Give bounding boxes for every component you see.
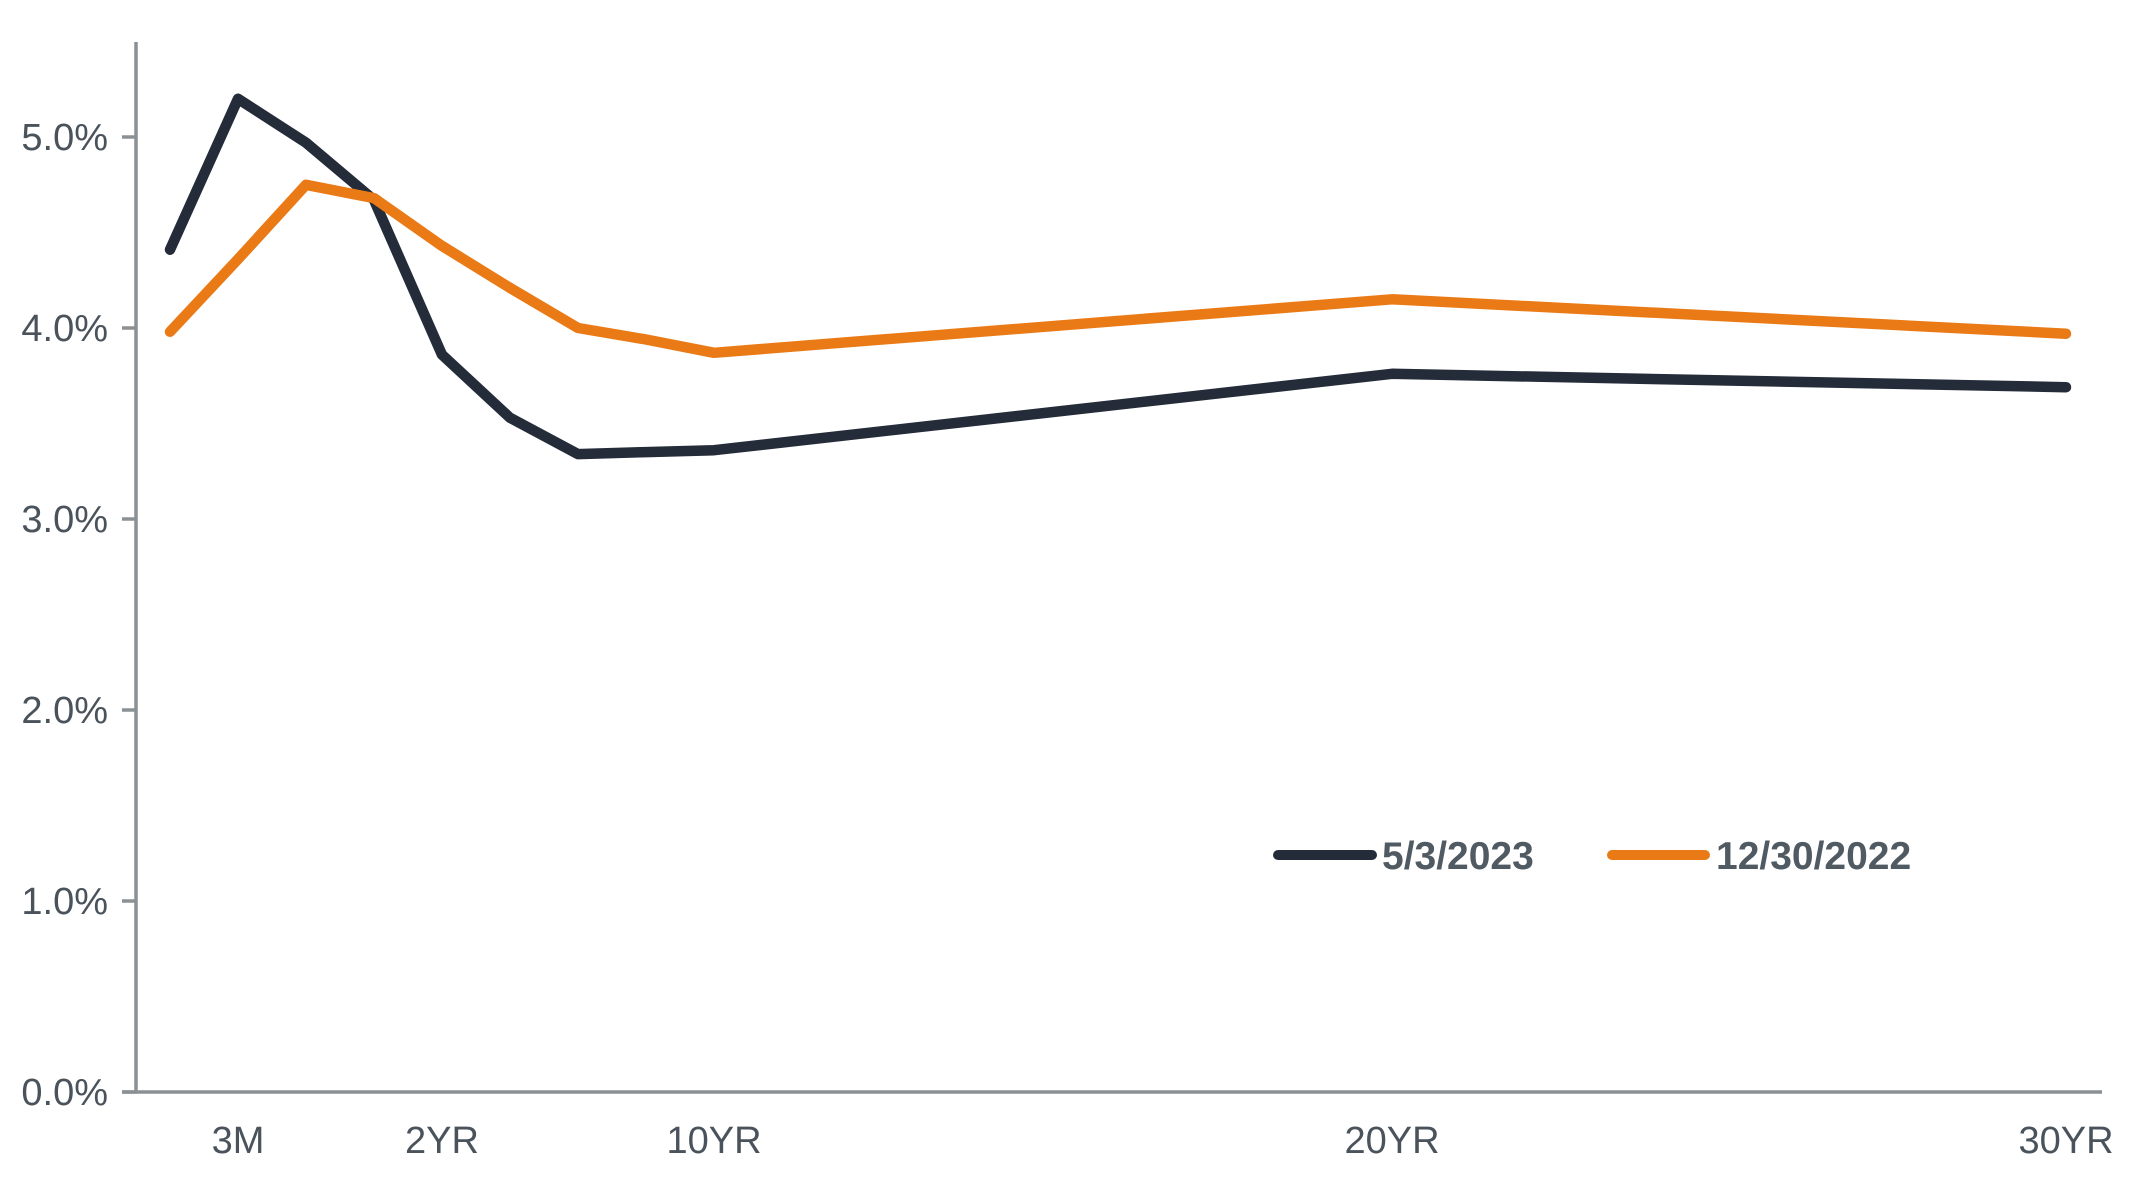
x-tick-label-30YR: 30YR — [2018, 1120, 2113, 1162]
y-tick-label: 3.0% — [21, 499, 108, 541]
y-tick-label: 2.0% — [21, 690, 108, 732]
x-tick-label-3M: 3M — [212, 1120, 265, 1162]
y-axis-labels: 0.0% 1.0% 2.0% 3.0% 4.0% 5.0% — [21, 117, 108, 1114]
series-lines — [164, 93, 2072, 460]
legend-label-series-1: 5/3/2023 — [1382, 835, 1534, 878]
x-axis-labels: 3M 2YR 10YR 20YR 30YR — [212, 1120, 2114, 1162]
legend: 5/3/2023 12/30/2022 — [1273, 835, 1911, 878]
x-tick-label-2YR: 2YR — [405, 1120, 479, 1162]
y-tick-label: 5.0% — [21, 117, 108, 159]
x-tick-label-20YR: 20YR — [1344, 1120, 1439, 1162]
y-tick-label: 0.0% — [21, 1072, 108, 1114]
y-axis-ticks — [122, 135, 137, 1094]
series-line-12/30/2022 — [164, 179, 2072, 359]
x-tick-label-10YR: 10YR — [666, 1120, 761, 1162]
y-tick-label: 4.0% — [21, 308, 108, 350]
y-tick-label: 1.0% — [21, 881, 108, 923]
series-line-5/3/2023 — [164, 93, 2072, 460]
legend-label-series-2: 12/30/2022 — [1716, 835, 1911, 878]
